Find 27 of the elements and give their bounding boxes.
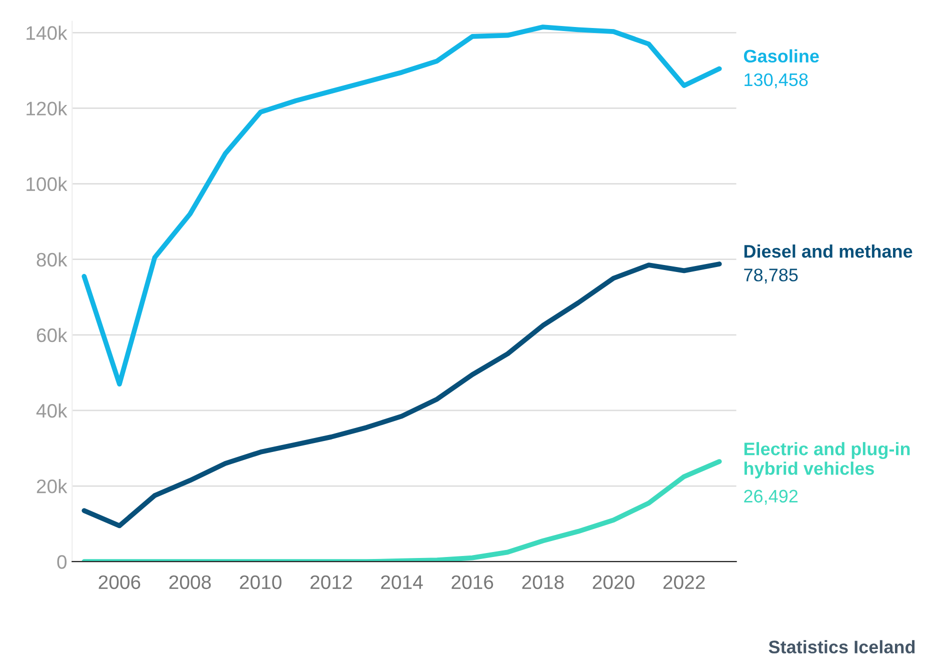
y-tick-label: 140k xyxy=(26,26,68,40)
x-tick-label: 2022 xyxy=(663,575,705,590)
x-tick-label: 2012 xyxy=(310,575,352,590)
x-tick-label: 2016 xyxy=(452,575,494,590)
x-tick-label: 2014 xyxy=(381,575,423,590)
x-tick-label: 2018 xyxy=(522,575,564,590)
y-tick-label: 0 xyxy=(57,555,67,569)
series-label: Diesel and methane xyxy=(744,244,912,258)
y-tick-label: 100k xyxy=(26,176,68,192)
y-tick-label: 60k xyxy=(36,328,68,342)
text: Statistics Iceland xyxy=(768,640,915,654)
y-tick-label: 80k xyxy=(36,252,68,267)
x-tick-label: 2008 xyxy=(169,575,211,590)
y-tick-label: 120k xyxy=(26,101,68,116)
x-tick-label: 2010 xyxy=(240,575,282,590)
y-tick-label: 40k xyxy=(36,403,68,418)
y-tick-label: 20k xyxy=(36,479,68,494)
line-series xyxy=(82,24,722,386)
line-series xyxy=(82,459,722,562)
series-label: Gasoline xyxy=(744,49,819,63)
line-series xyxy=(82,262,722,528)
series-label: Electric and plug-in hybrid vehicles xyxy=(744,442,910,478)
data-label: 26,492 xyxy=(744,490,798,505)
x-tick-label: 2006 xyxy=(98,575,140,590)
data-label: 130,458 xyxy=(744,73,808,88)
x-tick-label: 2020 xyxy=(592,575,634,590)
data-label: 78,785 xyxy=(744,268,798,284)
